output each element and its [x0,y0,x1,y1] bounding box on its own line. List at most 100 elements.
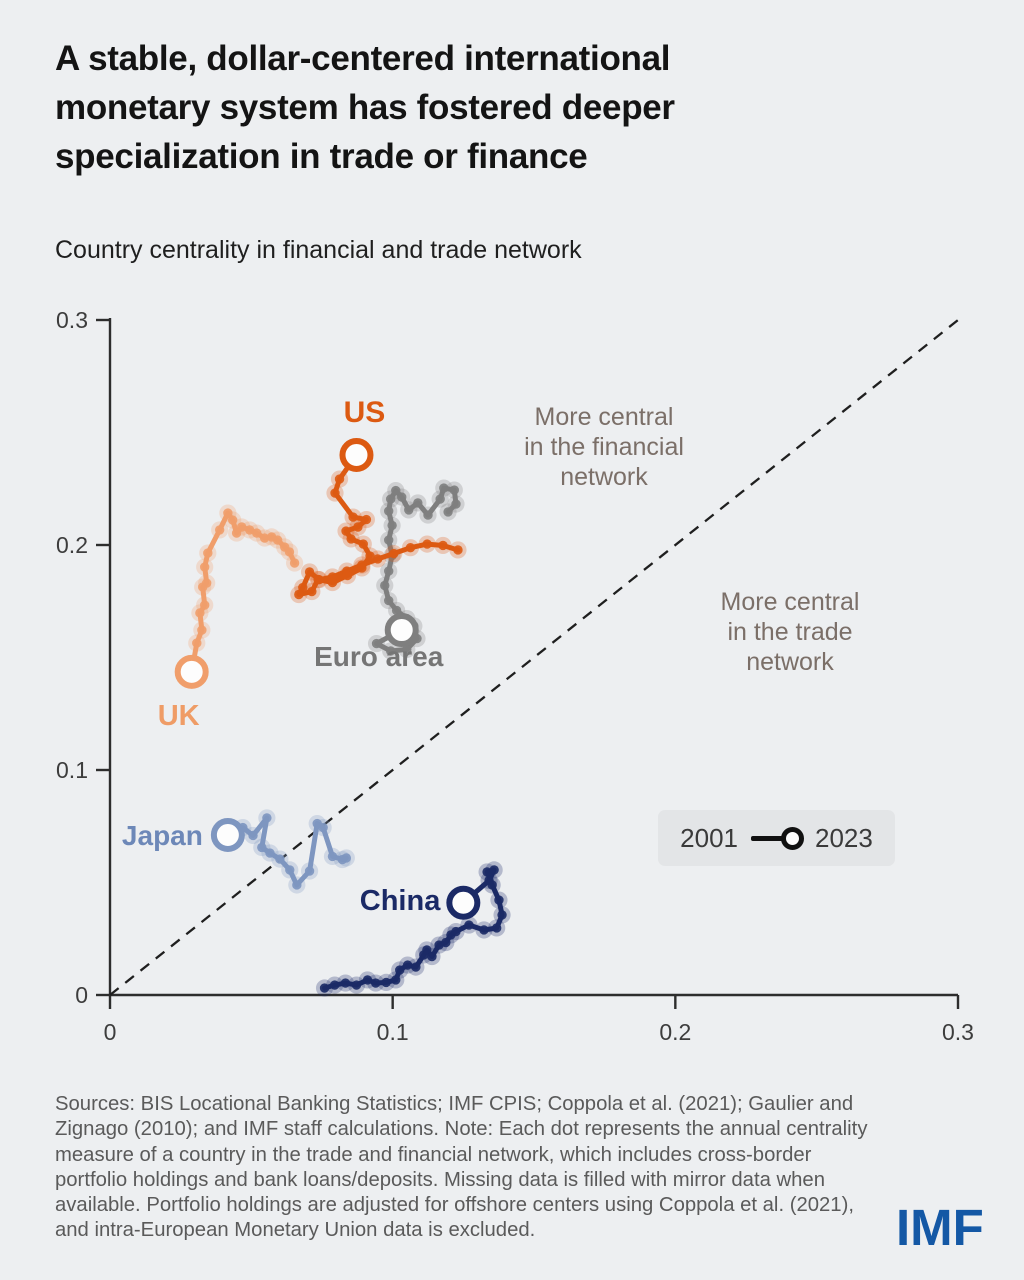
data-point [451,926,461,937]
data-point [327,851,338,862]
data-point [262,813,272,823]
data-point [391,485,401,496]
data-point [395,965,405,975]
data-point [348,512,358,522]
data-point [451,499,461,509]
data-point [203,548,213,558]
series-label-uk: UK [158,700,200,732]
data-point [327,577,338,588]
data-point [402,960,413,970]
data-point [484,875,494,886]
data-point [342,570,353,581]
data-point [384,566,394,576]
data-point [307,586,317,597]
data-point [482,867,492,877]
data-point [411,962,421,972]
data-point [341,526,351,536]
end-marker-2023 [339,438,374,472]
diagonal-45-line [109,319,959,996]
data-point [404,505,414,515]
data-point [275,854,285,864]
series-china: China [315,861,511,997]
data-point [199,600,210,610]
data-point [441,937,451,948]
data-point [479,925,489,935]
data-point [439,483,449,493]
data-point [385,646,396,656]
y-tick-label: 0 [75,982,88,1008]
data-point [384,506,394,516]
data-point [443,507,453,517]
y-tick-label: 0.3 [56,307,88,333]
data-point [449,485,459,495]
series-label-us: US [344,396,386,429]
data-point [265,848,275,858]
data-point [312,818,322,829]
data-point [330,488,340,498]
data-point [489,865,499,875]
x-tick-label: 0.3 [942,1019,974,1045]
data-point [298,582,308,593]
data-point [413,498,423,508]
x-tick-label: 0.2 [659,1019,691,1045]
imf-logo: IMF [896,1199,984,1256]
data-point [372,554,383,564]
data-point [371,978,381,988]
data-point [402,644,412,655]
data-point [197,625,207,635]
series-euro-area: Euro area [314,479,465,672]
y-tick-label: 0.1 [56,757,88,783]
data-point [453,545,463,555]
quadrant-annotation: More central in the financial network [524,403,684,491]
data-point [384,595,394,606]
legend-start-year: 2001 [680,822,738,853]
end-marker-2023 [174,654,209,689]
data-point [385,494,396,504]
data-point [353,522,363,532]
end-marker-2023 [384,613,419,648]
series-label-japan: Japan [122,820,203,851]
data-point [427,951,437,962]
data-point [391,975,401,985]
data-point [304,567,315,577]
data-point [198,582,208,592]
data-point [252,528,262,538]
data-point [199,562,210,572]
y-tick-label: 0.2 [56,532,88,558]
legend-trajectory-line-icon [751,835,783,841]
data-point [380,580,390,591]
data-point [313,574,323,585]
legend-end-year: 2023 [815,822,873,853]
series-uk: UK [158,504,304,732]
data-point [294,589,304,600]
legend: 2001 2023 [658,810,895,866]
data-point [195,608,205,618]
data-point [391,605,402,616]
quadrant-annotation: More central in the trade network [721,588,860,676]
data-point [346,534,356,544]
data-point [422,539,432,549]
data-point [289,558,300,568]
data-point [497,910,507,920]
trajectory-path [296,452,461,597]
data-point [304,866,315,876]
data-point [319,983,330,993]
axes: 0 0.1 0.2 0.3 0 0.1 0.2 0.3 [56,307,974,1045]
data-point [365,551,375,561]
series-japan: Japan [122,809,355,894]
data-point [464,920,474,930]
data-point [351,980,362,990]
data-point [285,865,295,875]
data-point [361,514,372,525]
page-title: A stable, dollar-centered international … [55,39,675,176]
data-point [357,563,367,573]
data-point [435,494,445,504]
data-point [279,542,290,552]
data-point [438,540,448,551]
data-point [244,525,255,535]
series-us: US [290,396,467,604]
x-tick-label: 0.1 [377,1019,409,1045]
data-point [389,548,399,559]
data-point [266,532,277,542]
